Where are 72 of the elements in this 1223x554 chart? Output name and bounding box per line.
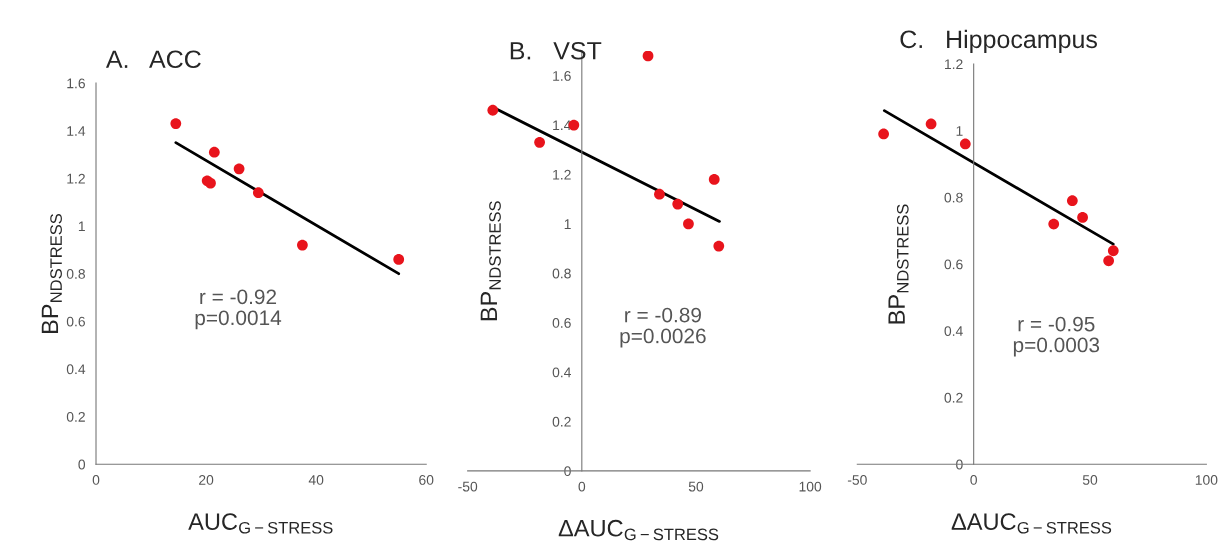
y-axis-title: BP$_{NDSTRESS}$ — [41, 213, 62, 334]
point — [487, 104, 499, 116]
x-axis-title: ΔAUC$_{G−STRESS}$ — [951, 513, 1112, 534]
x-tick-label: -50 — [847, 475, 867, 485]
x-tick-label: 0 — [578, 481, 586, 492]
point — [642, 50, 654, 62]
point — [534, 136, 545, 148]
y-axis-title: BP$_{NDSTRESS}$ — [480, 201, 501, 321]
y-tick-label: 0.8 — [552, 268, 571, 279]
x-axis-title: ΔAUC$_{G−STRESS}$ — [558, 519, 719, 541]
point — [208, 146, 220, 158]
annotation: r = -0.92 — [200, 289, 277, 305]
x-tick-label: 0 — [92, 475, 100, 485]
x-axis-title: AUC$_{G−STRESS}$ — [188, 513, 333, 534]
point — [393, 254, 405, 265]
point — [1077, 212, 1088, 223]
point — [297, 239, 308, 251]
point — [654, 188, 665, 200]
y-tick-label: 0.8 — [66, 269, 85, 279]
y-tick-label: 0.4 — [66, 364, 86, 375]
annotation: r = -0.89 — [625, 307, 701, 323]
point — [713, 240, 725, 252]
y-tick-label: 1.6 — [553, 71, 571, 81]
point — [205, 177, 216, 189]
y-tick-label: 0.6 — [552, 318, 571, 328]
y-tick-label: 1.2 — [553, 169, 571, 180]
point — [925, 118, 937, 130]
x-tick-label: 0 — [970, 475, 977, 485]
annotation: p=0.0003 — [1013, 337, 1100, 357]
point — [1048, 218, 1060, 230]
y-tick-label: 0.8 — [944, 192, 963, 203]
y-tick-label: 1 — [78, 221, 85, 232]
point — [1103, 255, 1115, 267]
y-tick-label: 0.2 — [552, 416, 571, 427]
annotation: p=0.0014 — [195, 310, 282, 330]
chart-title: A. ACC — [105, 50, 201, 69]
y-tick-label: 0.4 — [552, 367, 571, 378]
y-tick-label: 1.2 — [945, 59, 963, 69]
point — [252, 187, 264, 199]
point — [959, 138, 971, 150]
y-tick-label: 0.2 — [944, 392, 963, 403]
point — [683, 218, 694, 230]
x-tick-label: 50 — [688, 481, 704, 492]
point — [708, 174, 720, 185]
point — [233, 163, 245, 175]
x-tick-label: 40 — [308, 475, 324, 485]
y-axis-title: BP$_{NDSTRESS}$ — [888, 204, 909, 324]
annotation: p=0.0026 — [620, 328, 706, 348]
point — [1107, 245, 1119, 257]
y-tick-label: 0.4 — [944, 326, 963, 336]
point — [1066, 195, 1078, 207]
y-tick-label: 0 — [78, 459, 86, 470]
y-tick-label: 1 — [956, 126, 963, 136]
point — [878, 128, 889, 140]
point — [170, 118, 182, 129]
x-tick-label: 100 — [1195, 475, 1218, 485]
x-tick-label: 100 — [799, 481, 822, 492]
y-tick-label: 1.6 — [67, 78, 85, 89]
chart-title: B. VST — [510, 41, 602, 60]
point — [672, 198, 684, 210]
y-tick-label: 0.2 — [66, 411, 85, 422]
x-tick-label: 20 — [199, 475, 214, 485]
y-tick-label: 1 — [564, 219, 571, 229]
chart-title: C. Hippocampus — [900, 29, 1097, 54]
x-tick-label: -50 — [458, 481, 478, 492]
x-tick-label: 60 — [419, 475, 434, 485]
annotation: r = -0.95 — [1018, 316, 1095, 332]
x-tick-label: 50 — [1082, 475, 1098, 485]
y-tick-label: 0.6 — [944, 259, 963, 270]
y-tick-label: 1.2 — [67, 173, 85, 184]
y-tick-label: 1.4 — [67, 126, 86, 136]
y-tick-label: 0.6 — [66, 316, 85, 327]
